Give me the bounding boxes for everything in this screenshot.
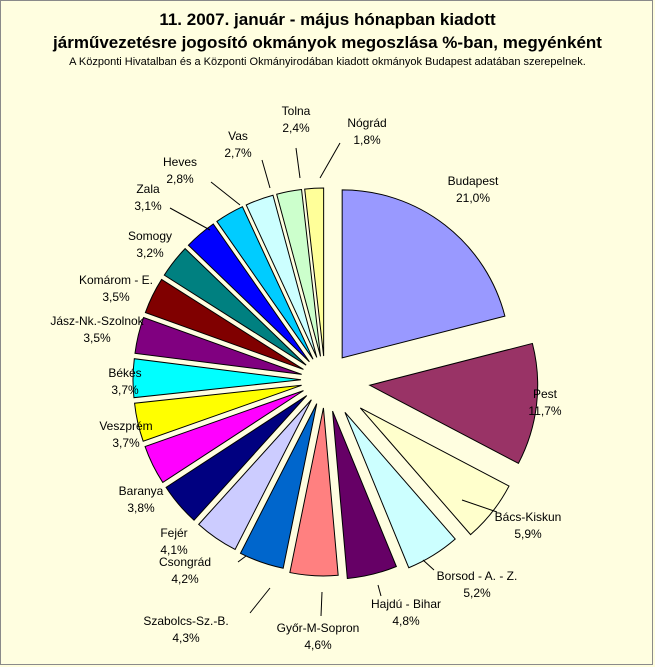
pie-slice-4 <box>332 410 398 579</box>
slice-label-11: Békés 3,7% <box>108 366 141 397</box>
pie-slice-5 <box>289 407 339 577</box>
leader-line-7 <box>237 555 247 563</box>
pie-slice-19 <box>304 187 325 357</box>
slice-label-6: Szabolcs-Sz.-B. 4,3% <box>143 614 228 645</box>
chart-subtitle: A Központi Hivatalban és a Központi Okmá… <box>69 56 586 68</box>
leader-line-5 <box>320 591 323 617</box>
pie-slice-9 <box>144 390 304 484</box>
leader-line-4 <box>377 584 382 597</box>
slice-label-10: Veszprém 3,7% <box>99 419 152 450</box>
pie-slice-10 <box>134 384 302 442</box>
slice-label-16: Heves 2,8% <box>163 155 197 186</box>
pie-slice-17 <box>245 194 318 358</box>
slice-labels: Budapest 21,0% Pest 11,7% Bács-Kiskun 5,9% Bor… <box>50 104 562 652</box>
chart-title-line2: járművezetésre jogosító okmányok megoszl… <box>53 33 602 52</box>
slice-label-14: Somogy 3,2% <box>128 229 172 260</box>
slice-label-4: Hajdú - Bihar 4,8% <box>371 597 441 628</box>
leader-lines <box>169 142 498 617</box>
leader-line-3 <box>422 559 435 571</box>
slice-label-2: Bács-Kiskun 5,9% <box>495 510 562 541</box>
pie-slice-7 <box>198 399 312 551</box>
leader-line-18 <box>295 147 301 179</box>
pie-slice-11 <box>132 358 302 399</box>
pie-slice-14 <box>163 247 307 366</box>
leader-line-6 <box>249 587 271 614</box>
leader-line-17 <box>261 159 271 189</box>
leader-line-2 <box>461 499 498 513</box>
slice-label-0: Budapest 21,0% <box>448 174 499 205</box>
slice-label-15: Zala 3,1% <box>134 182 162 213</box>
pie-slice-3 <box>344 412 456 569</box>
slice-label-8: Fejér 4,1% <box>160 526 188 557</box>
pie-slice-18 <box>276 188 321 357</box>
slice-label-9: Baranya 3,8% <box>119 484 164 515</box>
chart-title: 11. 2007. január - május hónapban kiadot… <box>159 10 496 29</box>
leader-line-15 <box>169 207 211 231</box>
pie-slice-0 <box>341 189 506 359</box>
pie-slice-16 <box>216 206 314 360</box>
slice-label-5: Győr-M-Sopron 4,6% <box>277 621 360 652</box>
pie-slice-15 <box>187 223 310 363</box>
leader-line-19 <box>319 142 341 179</box>
slice-label-18: Tolna 2,4% <box>282 104 311 135</box>
pie-slice-12 <box>134 316 302 375</box>
slice-label-17: Vas 2,7% <box>224 129 252 160</box>
leader-line-16 <box>210 181 241 206</box>
slice-label-19: Nógrád 1,8% <box>347 116 386 147</box>
pie-slice-1 <box>368 342 539 465</box>
pie-slice-8 <box>165 395 308 521</box>
slice-label-7: Csongrád 4,2% <box>159 555 211 586</box>
slice-label-12: Jász-Nk.-Szolnok 3,5% <box>50 314 144 345</box>
slice-label-13: Komárom - E. 3,5% <box>79 273 153 304</box>
pie-slice-6 <box>239 403 318 569</box>
slice-label-3: Borsod - A. - Z. 5,2% <box>437 569 518 600</box>
slice-label-1: Pest 11,7% <box>528 387 561 418</box>
pie-slice-13 <box>144 278 304 370</box>
pie-slices <box>132 187 539 579</box>
